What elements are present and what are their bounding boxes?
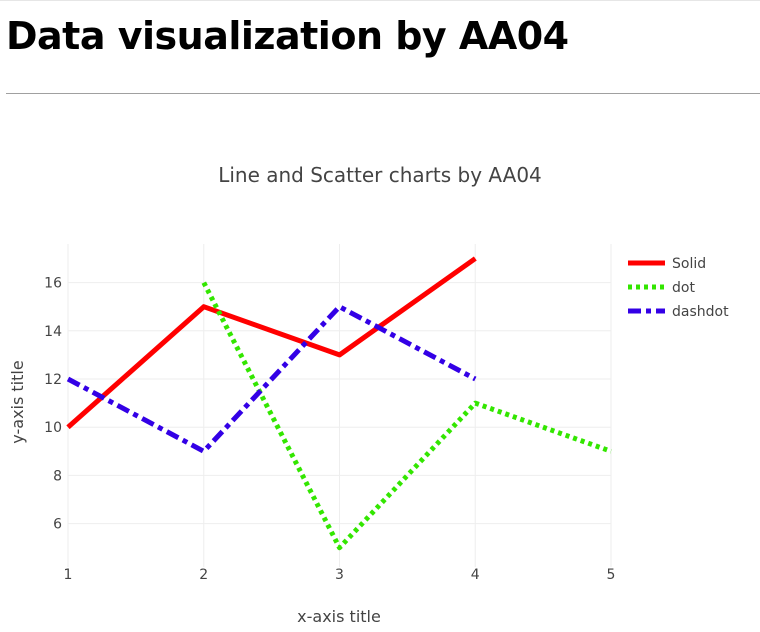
y-tick-label: 8 bbox=[53, 468, 62, 484]
heading-divider bbox=[6, 93, 760, 94]
legend-label: dashdot bbox=[672, 304, 729, 320]
grid-lines bbox=[67, 244, 612, 567]
y-tick-label: 16 bbox=[44, 276, 62, 292]
page-title: Data visualization by AA04 bbox=[6, 14, 569, 58]
y-axis-title: y-axis title bbox=[8, 360, 27, 443]
series-line-solid[interactable] bbox=[66, 256, 477, 430]
legend-item-dashdot[interactable]: dashdot bbox=[628, 304, 729, 320]
series-lines bbox=[66, 256, 612, 551]
legend-label: Solid bbox=[672, 256, 706, 272]
legend-item-solid[interactable]: Solid bbox=[628, 256, 706, 272]
chart-title: Line and Scatter charts by AA04 bbox=[218, 163, 542, 187]
x-axis-title: x-axis title bbox=[297, 607, 381, 626]
legend-item-dot[interactable]: dot bbox=[628, 280, 695, 296]
y-tick-label: 10 bbox=[44, 420, 62, 436]
legend-label: dot bbox=[672, 280, 695, 296]
y-tick-label: 6 bbox=[53, 517, 62, 533]
x-tick-label: 2 bbox=[199, 567, 208, 583]
x-tick-label: 1 bbox=[64, 567, 73, 583]
y-tick-label: 14 bbox=[44, 324, 62, 340]
x-tick-label: 5 bbox=[607, 567, 616, 583]
series-line-dashdot[interactable] bbox=[66, 304, 477, 454]
top-border bbox=[0, 0, 760, 1]
series-line-dot[interactable] bbox=[201, 281, 612, 551]
legend[interactable]: Solid dot dashdot bbox=[628, 256, 729, 320]
x-tick-label: 4 bbox=[471, 567, 480, 583]
x-tick-label: 3 bbox=[335, 567, 344, 583]
y-tick-label: 12 bbox=[44, 372, 62, 388]
